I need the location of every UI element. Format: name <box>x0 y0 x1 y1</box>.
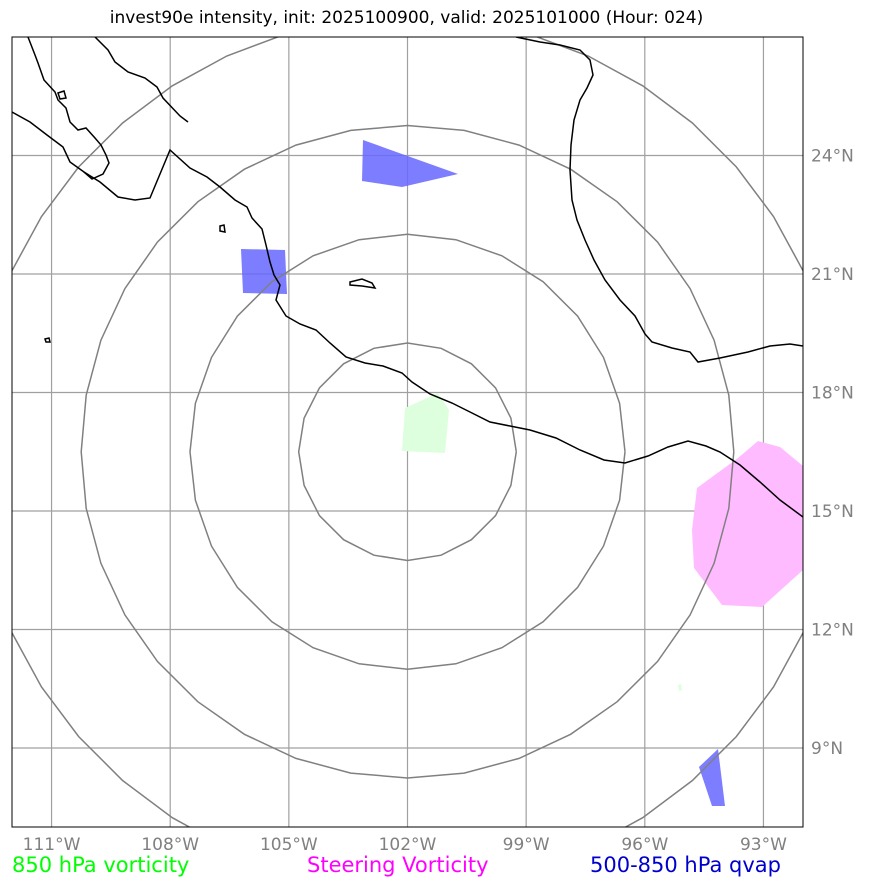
lon-tick-label: 108°W <box>141 835 199 855</box>
lon-tick-label: 105°W <box>260 835 318 855</box>
lat-tick-label: 24°N <box>811 147 854 167</box>
steering-vorticity-patch <box>692 441 803 607</box>
shaded-fields <box>241 140 803 806</box>
coastline <box>12 37 803 518</box>
map-title: invest90e intensity, init: 2025100900, v… <box>109 8 704 28</box>
qvap-patch-north <box>362 140 458 187</box>
lat-tick-label: 15°N <box>811 502 854 522</box>
legend-850-vorticity: 850 hPa vorticity <box>12 853 190 877</box>
qvap-patch-west <box>241 249 287 294</box>
coastline-mainland-pacific <box>12 111 803 518</box>
graticule <box>12 37 803 827</box>
map-frame <box>11 36 804 828</box>
island-islas-marias <box>349 278 377 289</box>
lon-tick-label: 96°W <box>621 835 668 855</box>
range-ring <box>189 233 626 671</box>
lon-tick-label: 102°W <box>379 835 437 855</box>
island-revillagigedo <box>219 224 226 233</box>
lat-tick-label: 9°N <box>811 739 843 759</box>
range-ring <box>297 342 518 562</box>
lat-tick-label: 18°N <box>811 384 854 404</box>
vorticity-850-patch <box>402 393 449 453</box>
range-ring <box>12 37 803 827</box>
vorticity-850-dot <box>678 684 682 691</box>
lat-tick-label: 21°N <box>811 265 854 285</box>
longitude-tick-labels: 111°W 108°W 105°W 102°W 99°W 96°W 93°W <box>23 835 787 855</box>
lon-tick-label: 99°W <box>503 835 550 855</box>
lon-tick-label: 111°W <box>23 835 81 855</box>
lon-tick-label: 93°W <box>740 835 787 855</box>
latitude-tick-labels: 24°N 21°N 18°N 15°N 12°N 9°N <box>811 147 854 760</box>
legend-qvap: 500-850 hPa qvap <box>590 853 781 877</box>
island-isla-tiburon <box>57 90 67 100</box>
coastline-gulf-mexico <box>515 37 803 363</box>
coastline-baja-peninsula <box>27 37 110 180</box>
legend-steering-vorticity: Steering Vorticity <box>307 853 489 877</box>
island-clarion <box>44 337 51 343</box>
lat-tick-label: 12°N <box>811 621 854 641</box>
qvap-patch-south <box>699 749 725 806</box>
coastline-gulf-california <box>94 37 189 123</box>
